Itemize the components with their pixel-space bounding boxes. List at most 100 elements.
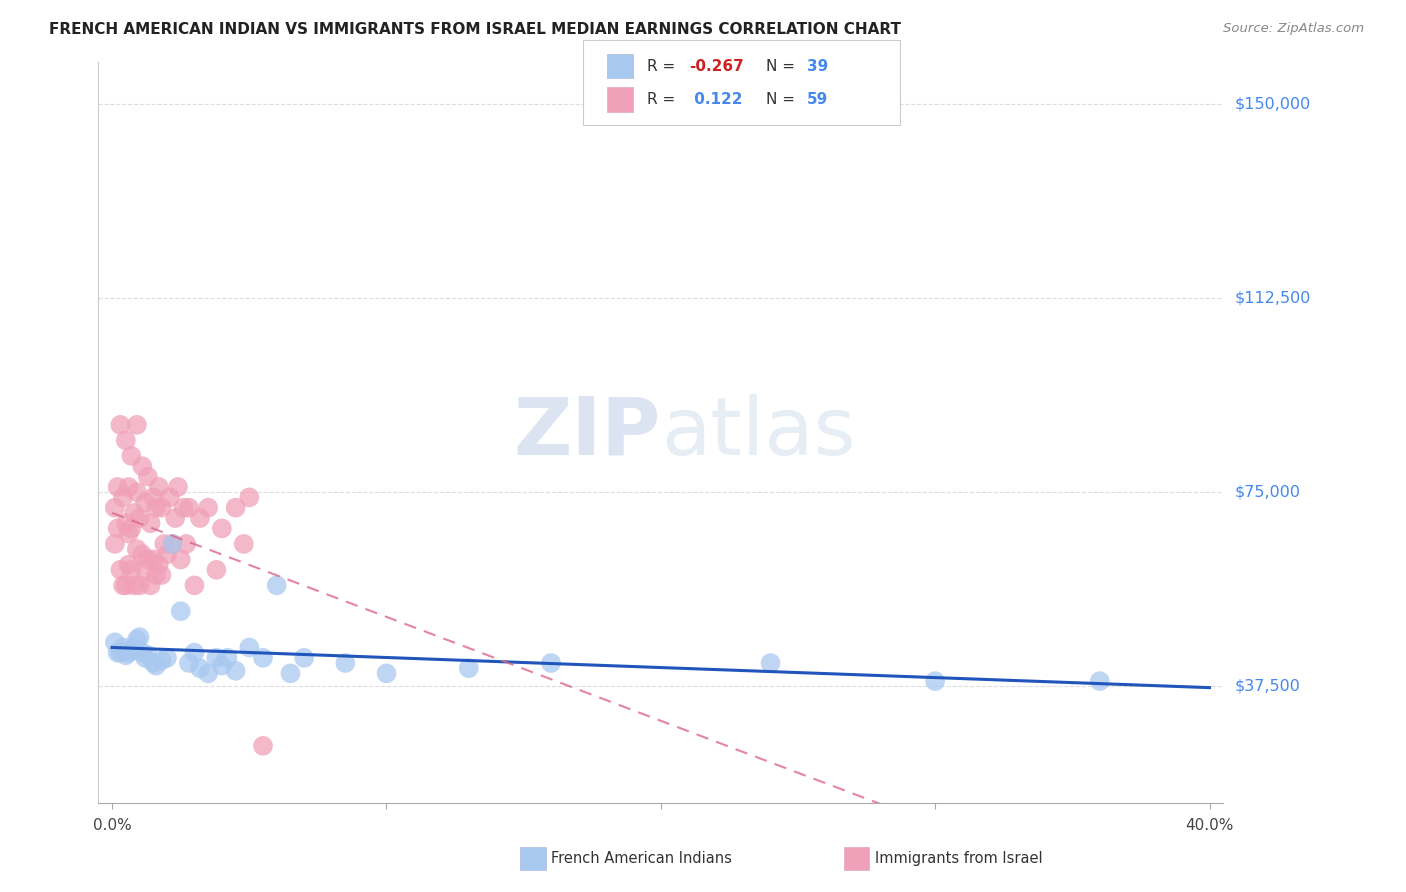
Point bbox=[120, 521, 142, 535]
Point bbox=[217, 650, 239, 665]
Point bbox=[125, 485, 148, 500]
Point bbox=[136, 469, 159, 483]
Point bbox=[112, 640, 135, 655]
Point bbox=[211, 521, 233, 535]
Point bbox=[134, 650, 156, 665]
Point bbox=[107, 480, 129, 494]
Point bbox=[104, 537, 127, 551]
Text: 0.0%: 0.0% bbox=[93, 818, 132, 833]
Point bbox=[197, 500, 219, 515]
Point bbox=[145, 658, 167, 673]
Point bbox=[188, 511, 211, 525]
Point bbox=[104, 635, 127, 649]
Point bbox=[122, 578, 145, 592]
Point bbox=[335, 656, 357, 670]
Point bbox=[125, 417, 148, 432]
Point bbox=[128, 511, 150, 525]
Point bbox=[142, 491, 165, 505]
Point bbox=[225, 500, 247, 515]
Point bbox=[115, 434, 138, 448]
Text: $112,500: $112,500 bbox=[1234, 291, 1310, 305]
Point bbox=[122, 640, 145, 655]
Point bbox=[148, 558, 170, 572]
Point bbox=[125, 632, 148, 647]
Point bbox=[120, 643, 142, 657]
Point bbox=[183, 578, 205, 592]
Point bbox=[120, 449, 142, 463]
Point bbox=[232, 537, 254, 551]
Point bbox=[540, 656, 562, 670]
Point bbox=[156, 547, 179, 561]
Point bbox=[104, 500, 127, 515]
Text: N =: N = bbox=[766, 59, 800, 73]
Point bbox=[107, 521, 129, 535]
Point bbox=[457, 661, 479, 675]
Point bbox=[134, 563, 156, 577]
Point bbox=[205, 563, 228, 577]
Point bbox=[117, 526, 139, 541]
Point bbox=[112, 491, 135, 505]
Text: 0.122: 0.122 bbox=[689, 92, 742, 106]
Point bbox=[177, 500, 200, 515]
Point bbox=[170, 552, 193, 566]
Point bbox=[280, 666, 302, 681]
Text: Source: ZipAtlas.com: Source: ZipAtlas.com bbox=[1223, 22, 1364, 36]
Text: $75,000: $75,000 bbox=[1234, 484, 1301, 500]
Text: R =: R = bbox=[647, 59, 681, 73]
Point bbox=[266, 578, 288, 592]
Text: FRENCH AMERICAN INDIAN VS IMMIGRANTS FROM ISRAEL MEDIAN EARNINGS CORRELATION CHA: FRENCH AMERICAN INDIAN VS IMMIGRANTS FRO… bbox=[49, 22, 901, 37]
Point bbox=[110, 417, 132, 432]
Text: 59: 59 bbox=[807, 92, 828, 106]
Point bbox=[238, 491, 260, 505]
Point bbox=[128, 630, 150, 644]
Point bbox=[1088, 674, 1111, 689]
Point bbox=[145, 500, 167, 515]
Point bbox=[136, 552, 159, 566]
Text: $150,000: $150,000 bbox=[1234, 96, 1310, 112]
Point bbox=[125, 542, 148, 557]
Text: French American Indians: French American Indians bbox=[551, 852, 733, 866]
Point bbox=[115, 648, 138, 663]
Point bbox=[375, 666, 398, 681]
Point bbox=[188, 661, 211, 675]
Point bbox=[131, 459, 153, 474]
Point bbox=[112, 578, 135, 592]
Point bbox=[120, 563, 142, 577]
Point bbox=[172, 500, 194, 515]
Point bbox=[122, 506, 145, 520]
Point bbox=[153, 537, 176, 551]
Point bbox=[145, 568, 167, 582]
Text: Immigrants from Israel: Immigrants from Israel bbox=[875, 852, 1042, 866]
Point bbox=[128, 578, 150, 592]
Point bbox=[139, 578, 162, 592]
Point bbox=[148, 480, 170, 494]
Point bbox=[142, 656, 165, 670]
Point bbox=[174, 537, 197, 551]
Text: $37,500: $37,500 bbox=[1234, 679, 1301, 694]
Point bbox=[150, 568, 173, 582]
Point bbox=[110, 646, 132, 660]
Point bbox=[205, 650, 228, 665]
Point bbox=[139, 516, 162, 531]
Point bbox=[177, 656, 200, 670]
Point bbox=[131, 547, 153, 561]
Point bbox=[759, 656, 782, 670]
Point bbox=[225, 664, 247, 678]
Text: atlas: atlas bbox=[661, 393, 855, 472]
Point bbox=[115, 516, 138, 531]
Text: 39: 39 bbox=[807, 59, 828, 73]
Point bbox=[167, 480, 190, 494]
Point bbox=[136, 648, 159, 663]
Point bbox=[117, 558, 139, 572]
Point bbox=[159, 491, 181, 505]
Point bbox=[134, 495, 156, 509]
Text: ZIP: ZIP bbox=[513, 393, 661, 472]
Text: -0.267: -0.267 bbox=[689, 59, 744, 73]
Point bbox=[183, 646, 205, 660]
Point bbox=[162, 537, 184, 551]
Point bbox=[252, 739, 274, 753]
Point bbox=[238, 640, 260, 655]
Point bbox=[252, 650, 274, 665]
Point bbox=[211, 658, 233, 673]
Point bbox=[115, 578, 138, 592]
